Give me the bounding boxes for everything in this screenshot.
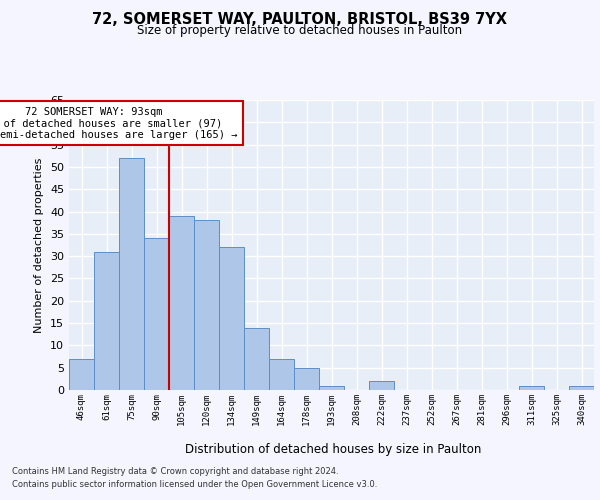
Y-axis label: Number of detached properties: Number of detached properties [34, 158, 44, 332]
Text: 72 SOMERSET WAY: 93sqm
← 37% of detached houses are smaller (97)
63% of semi-det: 72 SOMERSET WAY: 93sqm ← 37% of detached… [0, 106, 238, 140]
Text: 72, SOMERSET WAY, PAULTON, BRISTOL, BS39 7YX: 72, SOMERSET WAY, PAULTON, BRISTOL, BS39… [92, 12, 508, 28]
Bar [219, 247, 244, 390]
Bar [69, 359, 94, 390]
Bar [244, 328, 269, 390]
Bar [94, 252, 119, 390]
Bar [519, 386, 544, 390]
Bar [319, 386, 344, 390]
Text: Size of property relative to detached houses in Paulton: Size of property relative to detached ho… [137, 24, 463, 37]
Bar [119, 158, 144, 390]
Bar [194, 220, 219, 390]
Text: Contains HM Land Registry data © Crown copyright and database right 2024.: Contains HM Land Registry data © Crown c… [12, 467, 338, 476]
Text: Contains public sector information licensed under the Open Government Licence v3: Contains public sector information licen… [12, 480, 377, 489]
Bar [169, 216, 194, 390]
Bar [269, 359, 294, 390]
Bar [294, 368, 319, 390]
Bar [369, 381, 394, 390]
Text: Distribution of detached houses by size in Paulton: Distribution of detached houses by size … [185, 442, 481, 456]
Bar [569, 386, 594, 390]
Bar [144, 238, 169, 390]
